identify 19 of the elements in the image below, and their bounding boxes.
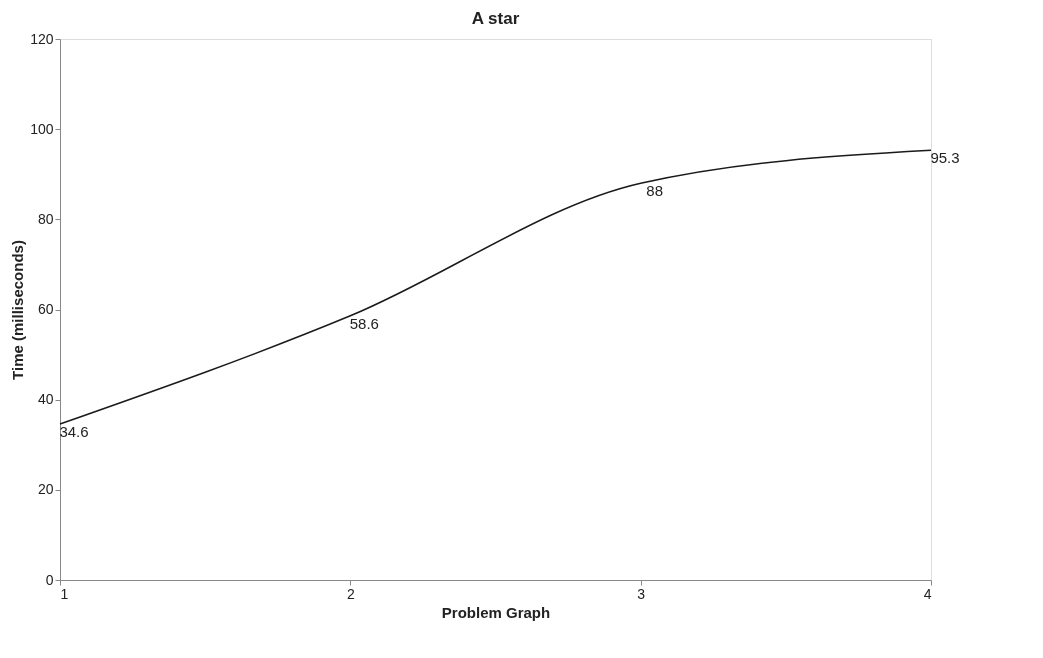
y-axis-title: Time (milliseconds) (9, 240, 27, 380)
data-label: 34.6 (59, 423, 89, 441)
line-series (59, 149, 932, 425)
data-label: 58.6 (349, 314, 379, 332)
data-label: 95.3 (930, 149, 960, 167)
x-tick-label: 4 (923, 585, 932, 602)
x-axis-title: Problem Graph (441, 603, 551, 621)
y-tick-label: 120 (30, 30, 54, 47)
y-tick-label: 20 (37, 481, 54, 498)
y-tick-label: 0 (45, 571, 54, 588)
y-tick-label: 100 (30, 120, 54, 137)
chart-title: A star (471, 9, 520, 28)
y-tick-label: 60 (37, 301, 54, 317)
x-tick-label: 3 (637, 585, 646, 602)
x-tick-label: 1 (60, 585, 69, 602)
y-tick-label: 80 (37, 210, 54, 227)
y-tick-label: 40 (37, 391, 54, 408)
x-tick-label: 2 (346, 585, 355, 602)
data-label: 88 (646, 182, 664, 200)
